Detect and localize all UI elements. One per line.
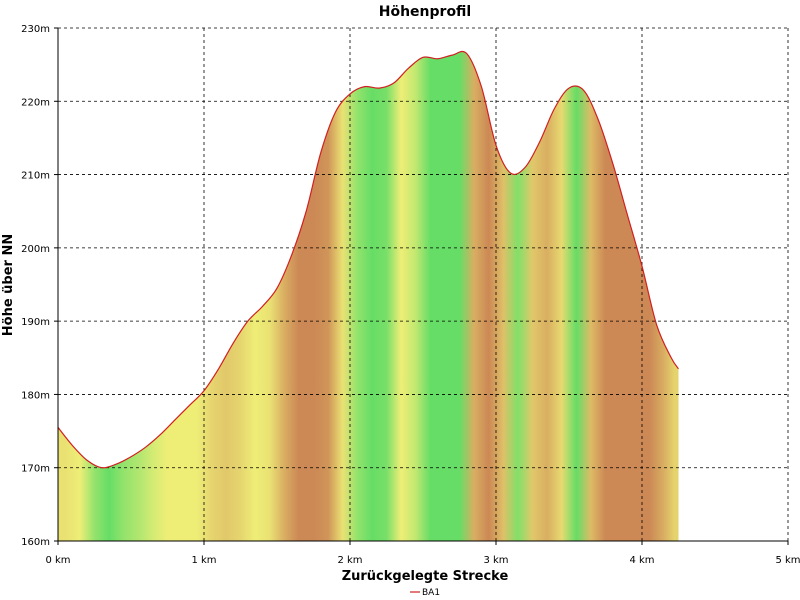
x-tick-label: 3 km	[483, 555, 508, 566]
series-line-BA1	[57, 50, 679, 469]
y-tick-label: 160m	[21, 537, 50, 548]
y-tick-label: 190m	[21, 317, 50, 328]
elevation-area	[58, 51, 679, 542]
y-tick-label: 230m	[21, 24, 50, 35]
x-tick-label: 1 km	[191, 555, 216, 566]
y-tick-label: 170m	[21, 464, 50, 475]
y-tick-labels: 160m 170m 180m 190m 200m 210m 220m 230m	[21, 24, 50, 548]
x-tick-label: 2 km	[337, 555, 362, 566]
x-axis-label: Zurückgelegte Strecke	[342, 569, 509, 584]
y-tick-label: 200m	[21, 244, 50, 255]
y-tick-label: 220m	[21, 97, 50, 108]
legend: BA1	[410, 588, 440, 598]
axes	[54, 27, 789, 545]
grid	[58, 27, 789, 541]
x-tick-label: 0 km	[45, 555, 70, 566]
x-tick-label: 5 km	[775, 555, 800, 566]
x-tick-labels: 0 km 1 km 2 km 3 km 4 km 5 km	[45, 555, 800, 566]
x-tick-label: 4 km	[629, 555, 654, 566]
y-tick-label: 180m	[21, 390, 50, 401]
legend-label: BA1	[422, 588, 440, 598]
y-axis-label: Höhe über NN	[1, 234, 16, 336]
plot-area	[54, 27, 789, 545]
chart-title: Höhenprofil	[379, 4, 471, 20]
y-tick-label: 210m	[21, 171, 50, 182]
